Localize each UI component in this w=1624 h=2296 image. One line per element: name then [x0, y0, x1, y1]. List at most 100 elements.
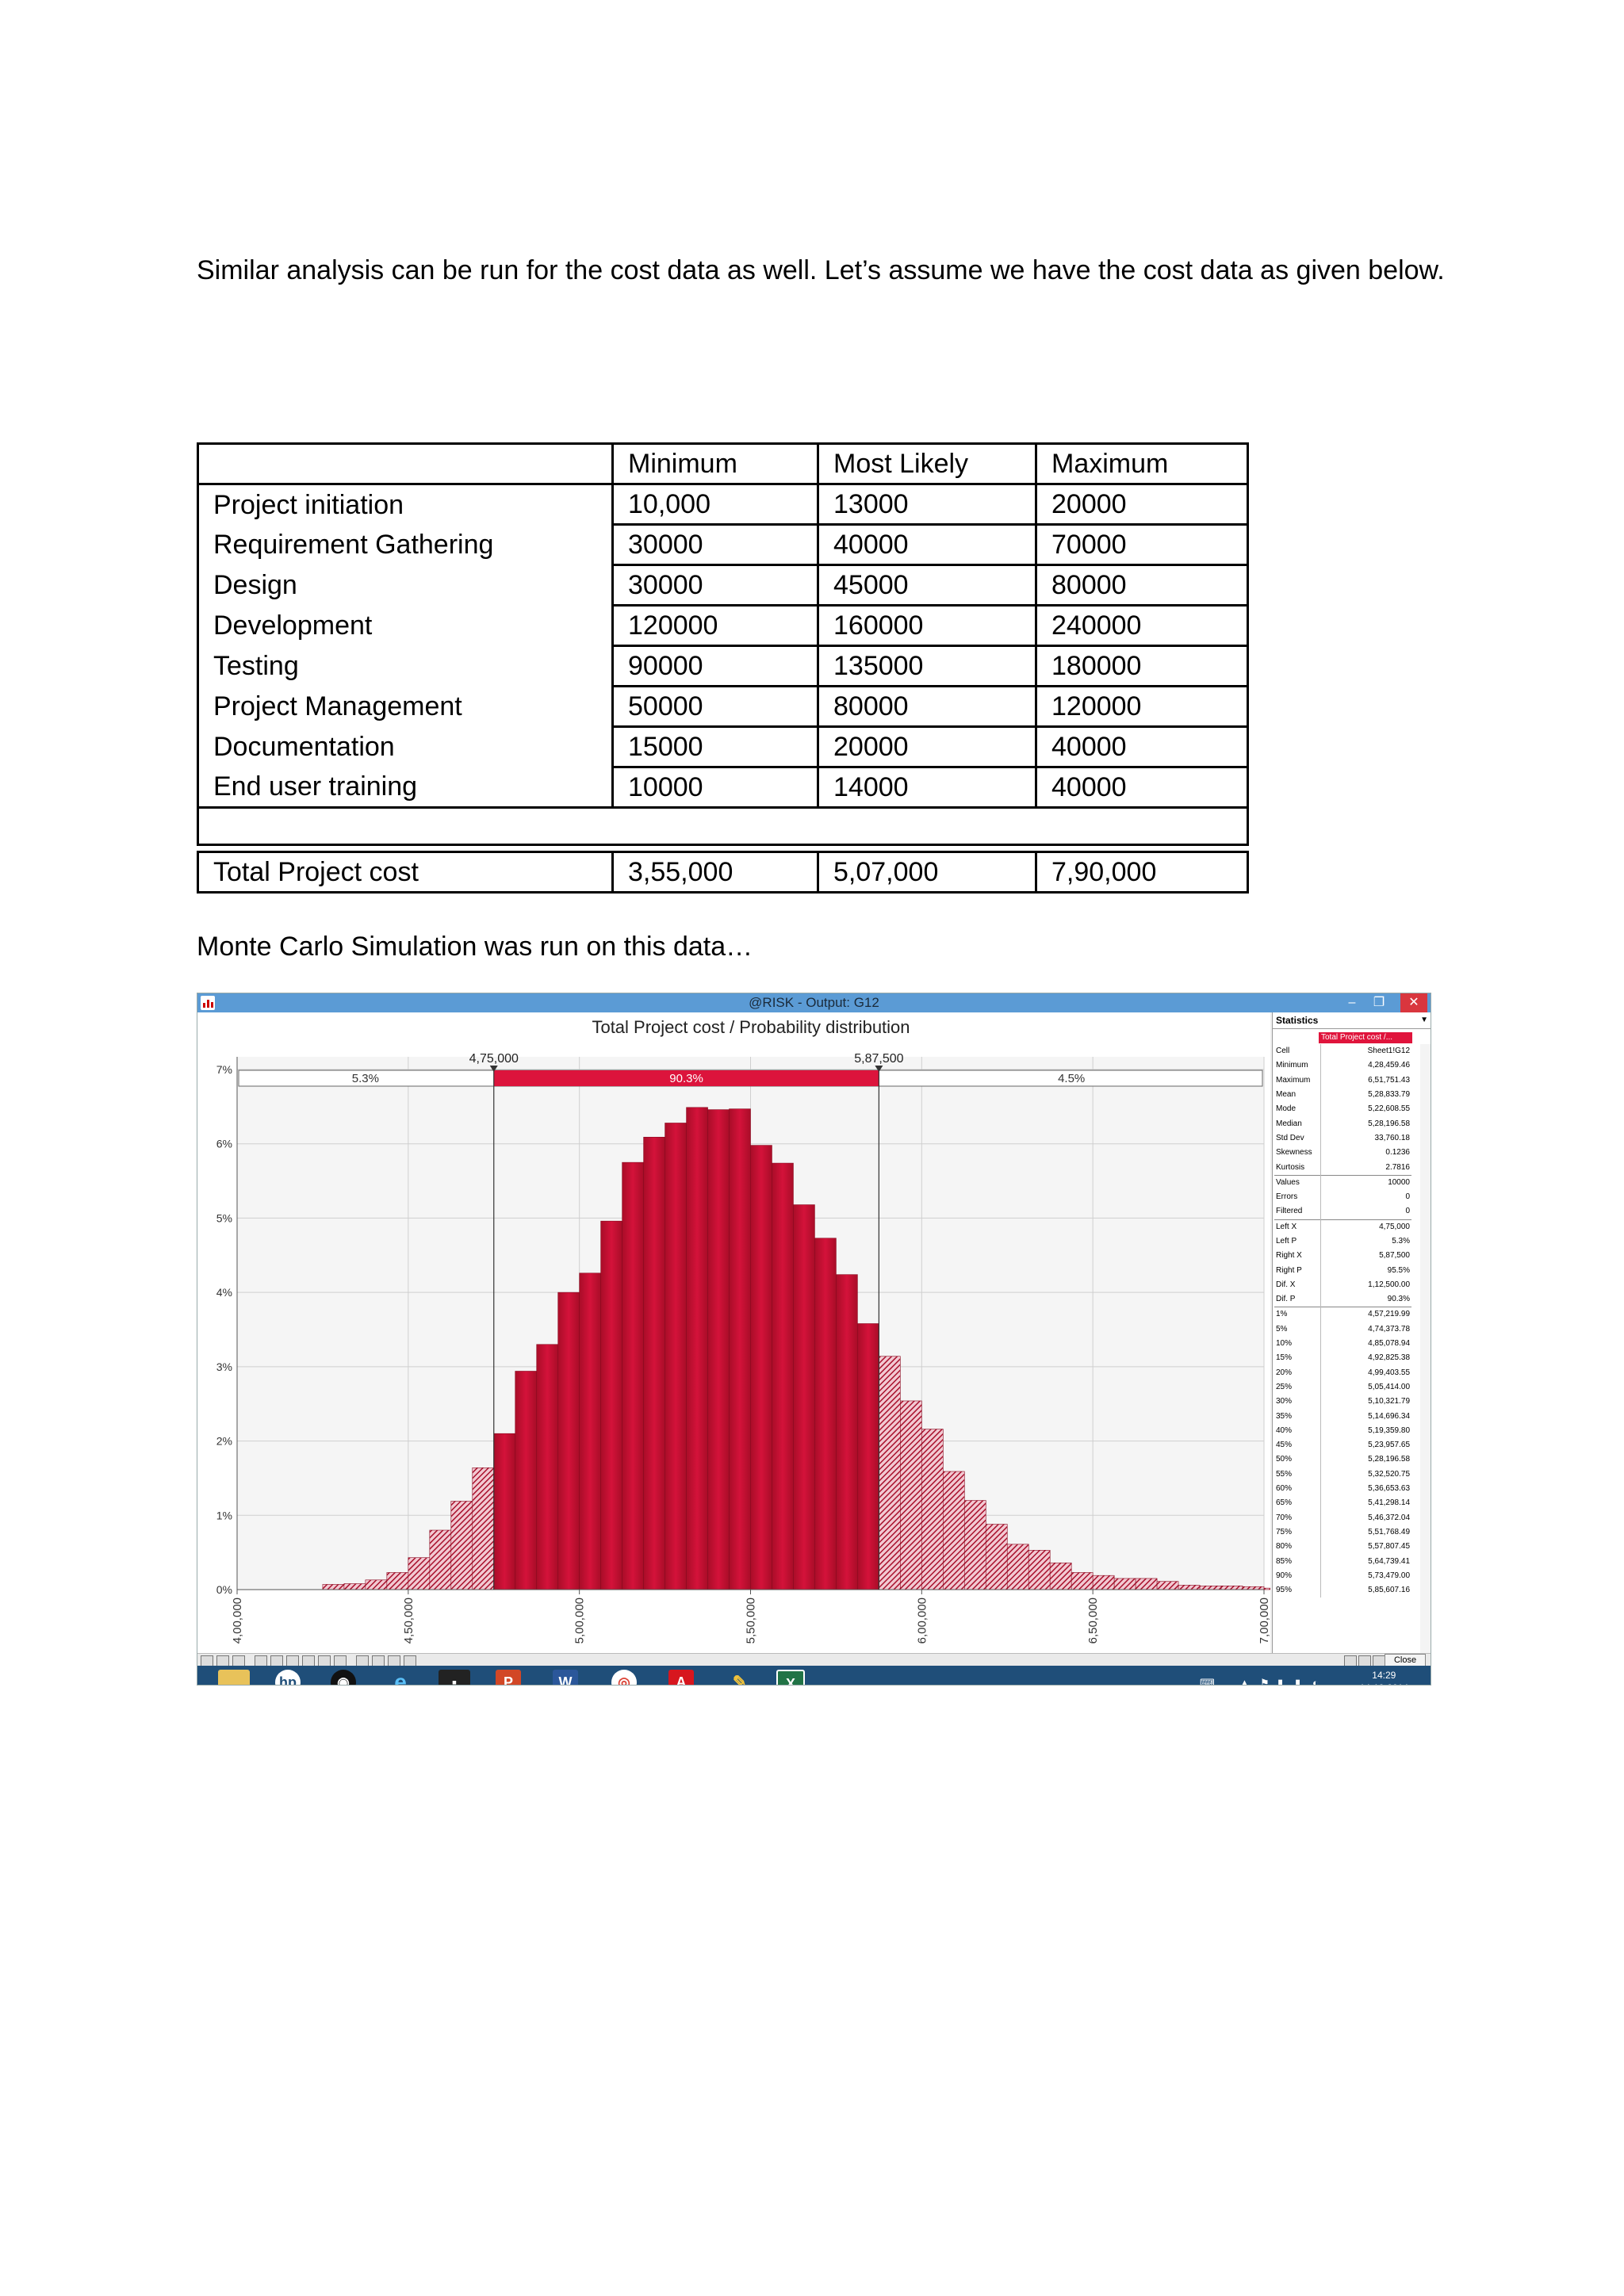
- stat-value: 5,46,372.04: [1368, 1513, 1410, 1522]
- hp-icon[interactable]: hp: [275, 1670, 301, 1685]
- histogram-bar: [900, 1400, 922, 1590]
- overlay-icon[interactable]: [286, 1655, 299, 1667]
- stat-row: Filtered 0: [1274, 1204, 1411, 1220]
- delimiter-icon[interactable]: [356, 1655, 369, 1667]
- stat-value: 1,12,500.00: [1368, 1280, 1410, 1289]
- stat-row: 30% 5,10,321.79: [1274, 1395, 1411, 1410]
- stat-row: Right X 5,87,500: [1274, 1249, 1411, 1264]
- distribution-chart: 0% 1% 2% 3% 4% 5% 6% 7% 4,00,000 4,50,000 5,00,000…: [197, 1012, 1286, 1653]
- histogram-bar: [943, 1471, 965, 1590]
- close-window-button[interactable]: ✕: [1400, 993, 1427, 1012]
- paint-icon[interactable]: ✎: [732, 1672, 748, 1686]
- grid-icon[interactable]: [1358, 1655, 1371, 1667]
- stat-value: 0: [1405, 1192, 1410, 1202]
- stat-row: 75% 5,51,768.49: [1274, 1525, 1411, 1540]
- stat-value: 33,760.18: [1374, 1133, 1411, 1142]
- stat-row: Minimum 4,28,459.46: [1274, 1058, 1411, 1073]
- histogram-bar: [600, 1220, 622, 1590]
- keyboard-icon[interactable]: ⌨: [1200, 1677, 1215, 1686]
- histogram-bar: [536, 1344, 558, 1590]
- stat-label: Skewness: [1274, 1146, 1321, 1161]
- stat-label: 80%: [1274, 1540, 1321, 1555]
- stat-row: Median 5,28,196.58: [1274, 1116, 1411, 1131]
- stat-label: Dif. X: [1274, 1277, 1321, 1293]
- statistics-scrollbar[interactable]: [1420, 1044, 1431, 1653]
- histogram-bar: [557, 1292, 580, 1590]
- cell-value: 3,55,000: [611, 851, 819, 894]
- stat-row: 90% 5,73,479.00: [1274, 1568, 1411, 1583]
- windows-taskbar: hp ◉ e ▪ P W ◎ A ✎ X ⌨ ▲ ⚑ ▮ ▮ ◐ 14:29 1…: [197, 1666, 1431, 1686]
- cell-value: 15000: [611, 725, 819, 767]
- histogram-bar: [1006, 1544, 1029, 1590]
- histogram-svg: 0% 1% 2% 3% 4% 5% 6% 7% 4,00,000 4,50,000 5,00,000…: [216, 1017, 1286, 1644]
- clock-time: 14:29: [1372, 1670, 1396, 1681]
- stat-value: 5,87,500: [1379, 1251, 1410, 1261]
- table-row: Development 120000 160000 240000: [197, 604, 1249, 646]
- scroll-left-icon[interactable]: [1344, 1655, 1357, 1667]
- cell-value: Minimum: [611, 442, 819, 484]
- scatter-icon[interactable]: [334, 1655, 347, 1667]
- histogram-bar: [857, 1323, 879, 1590]
- filter-icon[interactable]: [270, 1655, 283, 1667]
- cell-value: 30000: [611, 564, 819, 606]
- histogram-bar: [343, 1583, 366, 1590]
- acrobat-icon[interactable]: A: [668, 1670, 694, 1685]
- tray-chevron-icon[interactable]: ▲: [1239, 1677, 1250, 1686]
- network-icon[interactable]: ▮: [1277, 1677, 1284, 1686]
- statistics-table: Cell Sheet1!G12 Minimum 4,28,459.46 Maximum 6…: [1274, 1044, 1411, 1598]
- stat-value: 90.3%: [1387, 1295, 1410, 1304]
- zoom-out-icon[interactable]: [404, 1655, 416, 1667]
- close-button[interactable]: Close: [1385, 1654, 1426, 1667]
- cell-value: 20000: [817, 725, 1037, 767]
- histogram-bar: [836, 1274, 858, 1590]
- chevron-down-icon[interactable]: ▼: [1420, 1016, 1428, 1024]
- volume-icon[interactable]: ◐: [1312, 1677, 1319, 1686]
- media-icon[interactable]: ◉: [331, 1670, 356, 1685]
- y-tick-label: 6%: [216, 1138, 232, 1150]
- row-label: Documentation: [197, 726, 614, 767]
- internet-explorer-icon[interactable]: e: [394, 1670, 407, 1686]
- excel-icon[interactable]: X: [776, 1670, 805, 1685]
- stat-label: 15%: [1274, 1351, 1321, 1366]
- flag-icon[interactable]: ⚑: [1260, 1677, 1270, 1686]
- stat-label: 70%: [1274, 1510, 1321, 1525]
- stat-label: 60%: [1274, 1481, 1321, 1497]
- file-explorer-icon[interactable]: [218, 1670, 250, 1685]
- histogram-icon[interactable]: [216, 1655, 229, 1667]
- tornado-icon[interactable]: [302, 1655, 315, 1667]
- histogram-bar: [1263, 1587, 1286, 1590]
- stat-row: Values 10000: [1274, 1174, 1411, 1190]
- chart-type-icon[interactable]: [232, 1655, 245, 1667]
- graph-options-icon[interactable]: [255, 1655, 267, 1667]
- stat-row: Dif. P 90.3%: [1274, 1292, 1411, 1307]
- scroll-right-icon[interactable]: [1373, 1655, 1385, 1667]
- stat-value: 4,85,078.94: [1368, 1339, 1410, 1349]
- window-title: @RISK - Output: G12: [749, 995, 879, 1010]
- spacer-cell: [197, 806, 1249, 846]
- taskbar-clock[interactable]: 14:29 14-12-2014: [1360, 1669, 1408, 1685]
- signal-icon[interactable]: ▮: [1295, 1677, 1301, 1686]
- histogram-bar: [472, 1468, 495, 1590]
- row-label: Design: [197, 564, 614, 606]
- camera-icon[interactable]: ▪: [439, 1670, 470, 1685]
- minimize-button[interactable]: –: [1348, 996, 1356, 1009]
- stat-row: 35% 5,14,696.34: [1274, 1409, 1411, 1424]
- chrome-icon[interactable]: ◎: [611, 1670, 637, 1685]
- word-icon[interactable]: W: [553, 1670, 578, 1685]
- stat-row: 20% 4,99,403.55: [1274, 1365, 1411, 1380]
- stat-label: 90%: [1274, 1568, 1321, 1583]
- right-delimiter-handle: [875, 1066, 883, 1072]
- histogram-bar: [622, 1161, 644, 1590]
- spider-icon[interactable]: [318, 1655, 331, 1667]
- zoom-in-icon[interactable]: [388, 1655, 400, 1667]
- triangle-icon[interactable]: [372, 1655, 385, 1667]
- stat-label: 65%: [1274, 1496, 1321, 1511]
- restore-button[interactable]: ❐: [1373, 996, 1385, 1009]
- chart-toolbar: Close: [197, 1653, 1431, 1667]
- powerpoint-icon[interactable]: P: [496, 1670, 521, 1685]
- histogram-bar: [1220, 1586, 1243, 1590]
- histogram-bar: [1028, 1550, 1051, 1590]
- statistics-header[interactable]: Statistics ▼: [1273, 1012, 1431, 1029]
- stat-value: 5.3%: [1392, 1237, 1410, 1246]
- help-icon[interactable]: [201, 1655, 213, 1667]
